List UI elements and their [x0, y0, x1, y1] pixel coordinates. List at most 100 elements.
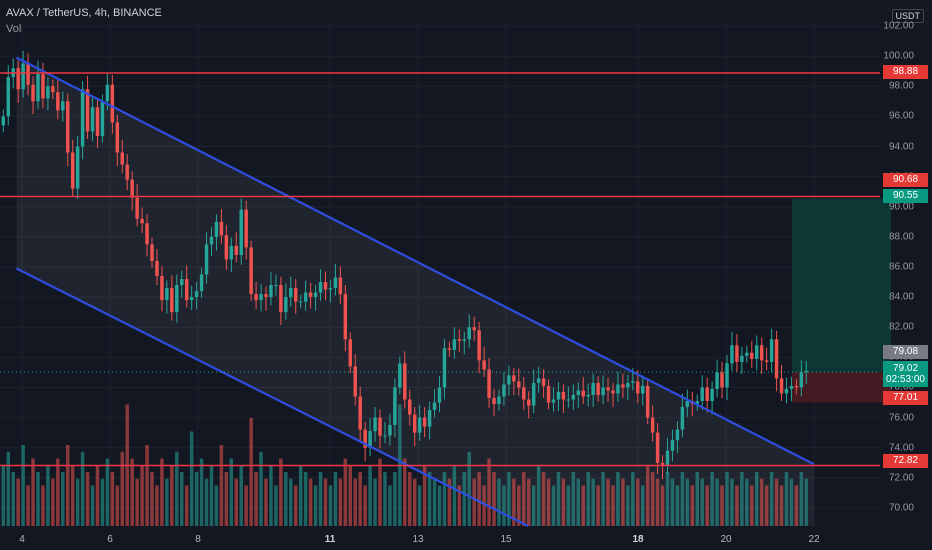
candle-body — [596, 382, 600, 395]
volume-bar — [165, 478, 169, 526]
volume-bar — [730, 478, 734, 526]
candle-body — [234, 245, 239, 255]
candle-body — [194, 291, 199, 298]
candle-body — [110, 84, 115, 123]
candle-body — [398, 363, 402, 388]
volume-bar — [348, 465, 353, 526]
price-label-last-close: 79.08 — [883, 345, 928, 359]
volume-bar — [745, 478, 749, 526]
candle-body — [189, 297, 194, 301]
x-tick-label: 8 — [195, 534, 201, 545]
volume-bar — [120, 451, 124, 526]
y-tick-label: 84.00 — [888, 291, 914, 303]
price-label-resistance-top: 98.88 — [883, 65, 928, 79]
volume-bar — [764, 485, 769, 526]
candle-body — [303, 292, 308, 302]
volume-bar — [412, 478, 417, 526]
volume-bar — [541, 472, 546, 526]
volume-bar — [591, 478, 595, 526]
volume-indicator-label[interactable]: Vol — [6, 23, 22, 35]
candle-body — [427, 410, 432, 427]
volume-bar — [90, 485, 95, 526]
candle-body — [199, 274, 204, 292]
volume-bar — [571, 472, 576, 526]
volume-bar — [750, 485, 754, 526]
candle-body — [794, 385, 799, 388]
volume-bar — [512, 478, 516, 526]
volume-bar — [457, 485, 462, 526]
candle-body — [740, 355, 744, 362]
volume-bar — [274, 485, 278, 526]
y-tick-label: 78.00 — [888, 381, 914, 393]
volume-bar — [517, 485, 521, 526]
candle-body — [214, 221, 219, 237]
candle-body — [432, 402, 437, 411]
candle-body — [130, 179, 134, 198]
volume-bar — [209, 465, 214, 526]
candle-body — [308, 292, 313, 298]
candle-body — [700, 387, 704, 402]
channel-lower-line — [16, 267, 529, 527]
volume-bar — [437, 485, 442, 526]
volume-bar — [497, 478, 501, 526]
candle-body — [462, 339, 467, 341]
candle-body — [685, 401, 690, 408]
volume-bar — [318, 472, 323, 526]
volume-bar — [160, 458, 164, 526]
volume-bar — [115, 485, 120, 526]
candle-body — [150, 244, 154, 261]
candle-body — [368, 431, 372, 448]
candle-body — [70, 152, 75, 189]
candle-body — [517, 381, 521, 388]
volume-bar — [685, 478, 690, 526]
volume-bar — [725, 472, 729, 526]
candle-body — [764, 360, 769, 362]
volume-bar — [522, 472, 526, 526]
volume-bar — [80, 451, 85, 526]
x-tick-label: 4 — [19, 534, 25, 545]
y-tick-label: 82.00 — [888, 321, 914, 333]
x-tick-label: 15 — [500, 534, 512, 545]
candle-body — [442, 348, 447, 388]
x-tick-label: 20 — [720, 534, 732, 545]
x-tick-label: 18 — [632, 534, 644, 545]
candle-body — [155, 260, 159, 277]
volume-bar — [606, 478, 610, 526]
volume-bar — [189, 431, 194, 526]
candle-body — [531, 382, 536, 406]
candle-body — [284, 297, 288, 313]
candle-body — [467, 327, 471, 340]
volume-bar — [586, 472, 590, 526]
candle-body — [115, 122, 120, 153]
volume-bar — [447, 478, 452, 526]
channel-upper-line — [16, 56, 815, 466]
volume-bar — [482, 485, 486, 526]
candle-body — [229, 245, 234, 260]
volume-bar — [130, 458, 134, 526]
candle-body — [546, 385, 551, 403]
candle-body — [631, 381, 635, 383]
volume-bar — [665, 472, 670, 526]
candle-body — [675, 429, 680, 441]
volume-bar — [546, 478, 551, 526]
candle-body — [576, 390, 581, 395]
volume-bar — [338, 478, 343, 526]
candle-body — [51, 86, 55, 93]
volume-bar — [378, 458, 382, 526]
currency-label[interactable]: USDT — [891, 9, 924, 23]
current-price-label: 79.02 — [892, 363, 919, 374]
volume-bar — [85, 472, 90, 526]
volume-bar — [526, 478, 531, 526]
candle-body — [774, 339, 779, 379]
candle-body — [586, 394, 590, 397]
volume-bar — [596, 485, 600, 526]
volume-bar — [556, 472, 561, 526]
candle-body — [378, 417, 382, 436]
candle-body — [120, 152, 124, 165]
candle-body — [611, 390, 615, 394]
volume-bar — [561, 478, 566, 526]
candle-body — [363, 429, 367, 448]
volume-bar — [66, 445, 70, 526]
symbol-header[interactable]: AVAX / TetherUS, 4h, BINANCE — [6, 7, 162, 19]
